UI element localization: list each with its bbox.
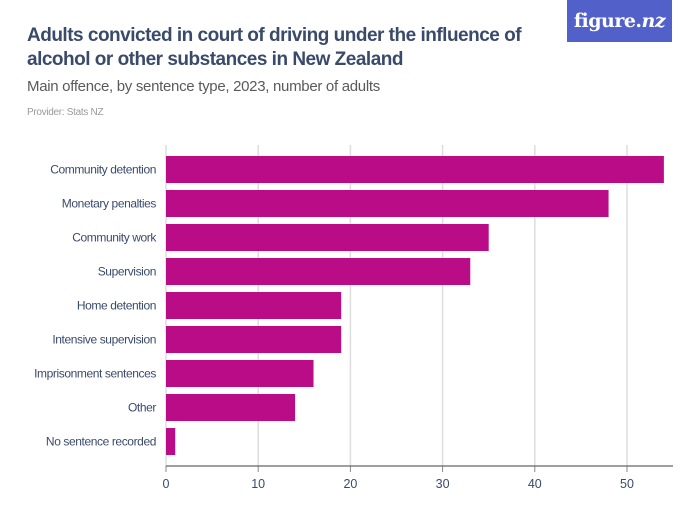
- category-label: Imprisonment sentences: [34, 367, 156, 381]
- bars: [166, 156, 664, 455]
- data-provider: Provider: Stats NZ: [27, 107, 104, 118]
- category-label: Monetary penalties: [62, 197, 157, 211]
- bar[interactable]: [166, 224, 489, 251]
- bar[interactable]: [166, 428, 176, 455]
- x-tick-label: 20: [343, 477, 357, 491]
- category-label: Community detention: [50, 163, 156, 177]
- category-label: Home detention: [77, 299, 156, 313]
- bar[interactable]: [166, 326, 342, 353]
- x-tick-label: 30: [436, 477, 450, 491]
- chart-subtitle: Main offence, by sentence type, 2023, nu…: [27, 78, 380, 95]
- x-tick-label: 50: [620, 477, 634, 491]
- category-label: Other: [128, 401, 156, 415]
- x-tick-label: 0: [163, 477, 170, 491]
- category-labels: Community detention Monetary penalties Com…: [34, 163, 158, 449]
- figure-nz-logo[interactable]: figure. nz: [567, 0, 672, 42]
- bar[interactable]: [166, 394, 296, 421]
- bar[interactable]: [166, 190, 609, 217]
- category-label: Supervision: [98, 265, 156, 279]
- x-tick-label: 40: [528, 477, 542, 491]
- bar[interactable]: [166, 360, 314, 387]
- bar[interactable]: [166, 156, 664, 183]
- category-label: No sentence recorded: [46, 435, 156, 449]
- x-tick-label: 10: [251, 477, 265, 491]
- x-axis: 0 10 20 30 40 50: [163, 465, 673, 491]
- bar[interactable]: [166, 292, 342, 319]
- category-label: Community work: [72, 231, 157, 245]
- chart-title: Adults convicted in court of driving und…: [27, 25, 522, 70]
- logo-suffix: nz: [641, 10, 666, 32]
- bar[interactable]: [166, 258, 471, 285]
- category-label: Intensive supervision: [52, 333, 156, 347]
- logo-text: figure.: [573, 10, 642, 32]
